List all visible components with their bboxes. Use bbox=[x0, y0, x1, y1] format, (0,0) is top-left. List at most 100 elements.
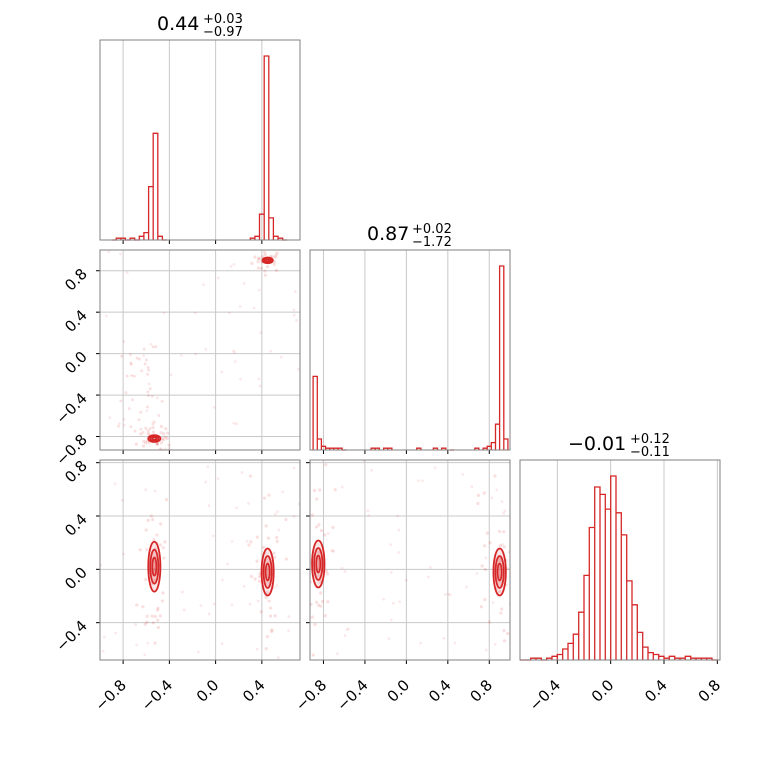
sample-point bbox=[167, 443, 171, 447]
sample-point bbox=[311, 653, 315, 657]
y-tick-label: 0.4 bbox=[61, 510, 91, 540]
sample-point bbox=[275, 535, 279, 540]
sample-point bbox=[274, 268, 278, 273]
sample-point bbox=[347, 627, 350, 631]
x-tick-label: 0.8 bbox=[695, 676, 725, 706]
sample-point bbox=[448, 593, 452, 597]
sample-point bbox=[366, 509, 370, 513]
sample-point bbox=[155, 608, 160, 612]
x-tick-label: 0.4 bbox=[425, 676, 455, 706]
sample-point bbox=[253, 577, 257, 581]
sample-point bbox=[258, 384, 262, 388]
sample-point bbox=[315, 497, 319, 501]
sample-point bbox=[101, 649, 105, 653]
sample-point bbox=[124, 391, 128, 394]
sample-point bbox=[129, 353, 132, 356]
sample-point bbox=[121, 552, 125, 556]
sample-point bbox=[475, 571, 479, 575]
sample-point bbox=[153, 641, 157, 645]
x-tick-label: 0.8 bbox=[467, 676, 497, 706]
sample-point bbox=[146, 518, 150, 522]
sample-point bbox=[182, 608, 186, 612]
sample-point bbox=[498, 556, 502, 561]
sample-point bbox=[382, 597, 386, 601]
sample-point bbox=[287, 629, 291, 633]
sample-point bbox=[146, 405, 149, 409]
sample-point bbox=[232, 350, 236, 354]
sample-point bbox=[242, 281, 246, 285]
sample-point bbox=[137, 418, 141, 421]
sample-point bbox=[162, 311, 166, 315]
sample-point bbox=[256, 266, 260, 270]
sample-point bbox=[102, 635, 106, 639]
sample-point bbox=[391, 601, 395, 605]
sample-point bbox=[221, 578, 224, 582]
sample-point bbox=[259, 266, 264, 270]
sample-point bbox=[284, 557, 288, 561]
sample-point bbox=[150, 614, 154, 618]
sample-point bbox=[263, 253, 267, 257]
sample-point bbox=[387, 637, 391, 641]
sample-point bbox=[140, 369, 144, 373]
sample-point bbox=[265, 265, 270, 269]
histogram-bar bbox=[563, 649, 568, 660]
y-tick-label: 0.0 bbox=[61, 563, 91, 593]
sample-point bbox=[257, 576, 261, 579]
title-minus: −1.72 bbox=[412, 235, 452, 250]
sample-point bbox=[272, 555, 277, 559]
sample-point bbox=[230, 603, 234, 607]
sample-point bbox=[135, 643, 139, 647]
sample-point bbox=[370, 468, 373, 472]
sample-point bbox=[131, 398, 134, 402]
sample-point bbox=[498, 559, 502, 563]
sample-point bbox=[153, 614, 157, 619]
histogram-bar bbox=[568, 643, 573, 660]
sample-point bbox=[503, 509, 507, 513]
title-value: −0.01 bbox=[568, 433, 626, 455]
sample-point bbox=[142, 347, 146, 351]
sample-point bbox=[158, 543, 163, 547]
sample-point bbox=[273, 255, 277, 259]
sample-point bbox=[108, 416, 112, 420]
density-contour bbox=[313, 547, 324, 581]
sample-point bbox=[255, 535, 259, 539]
sample-point bbox=[160, 437, 165, 441]
title-param-3: −0.01 +0.12 −0.11 bbox=[568, 432, 670, 460]
sample-point bbox=[232, 349, 235, 353]
axes-frame bbox=[99, 249, 301, 451]
sample-point bbox=[122, 417, 126, 421]
sample-point bbox=[149, 514, 153, 518]
sample-point bbox=[151, 422, 155, 426]
sample-point bbox=[151, 621, 155, 625]
sample-point bbox=[297, 502, 300, 506]
sample-point bbox=[272, 551, 276, 555]
sample-point bbox=[269, 606, 273, 610]
sample-point bbox=[132, 374, 136, 378]
sample-point bbox=[320, 600, 325, 604]
sample-point bbox=[276, 656, 280, 660]
sample-point bbox=[248, 474, 253, 478]
x-tick-label: −0.4 bbox=[526, 676, 564, 714]
sample-point bbox=[505, 567, 510, 571]
sample-point bbox=[113, 482, 117, 486]
sample-point bbox=[331, 525, 335, 530]
sample-point bbox=[162, 432, 166, 436]
sample-point bbox=[261, 545, 266, 549]
sample-point bbox=[389, 571, 393, 574]
sample-point bbox=[129, 361, 133, 365]
sample-point bbox=[312, 488, 317, 493]
sample-point bbox=[159, 424, 164, 429]
panel-param-2-vs-param-3: −0.8 −0.4 0.0 0.4 0.8 bbox=[292, 459, 511, 715]
sample-point bbox=[281, 490, 285, 494]
sample-point bbox=[443, 593, 447, 596]
sample-point bbox=[447, 592, 450, 596]
sample-point bbox=[158, 447, 162, 450]
scatter-points bbox=[100, 465, 300, 660]
sample-point bbox=[257, 377, 261, 381]
sample-point bbox=[268, 614, 273, 618]
sample-point bbox=[263, 269, 267, 273]
sample-point bbox=[230, 540, 234, 543]
sample-point bbox=[142, 439, 146, 443]
sample-point bbox=[152, 420, 156, 424]
sample-point bbox=[220, 370, 224, 374]
